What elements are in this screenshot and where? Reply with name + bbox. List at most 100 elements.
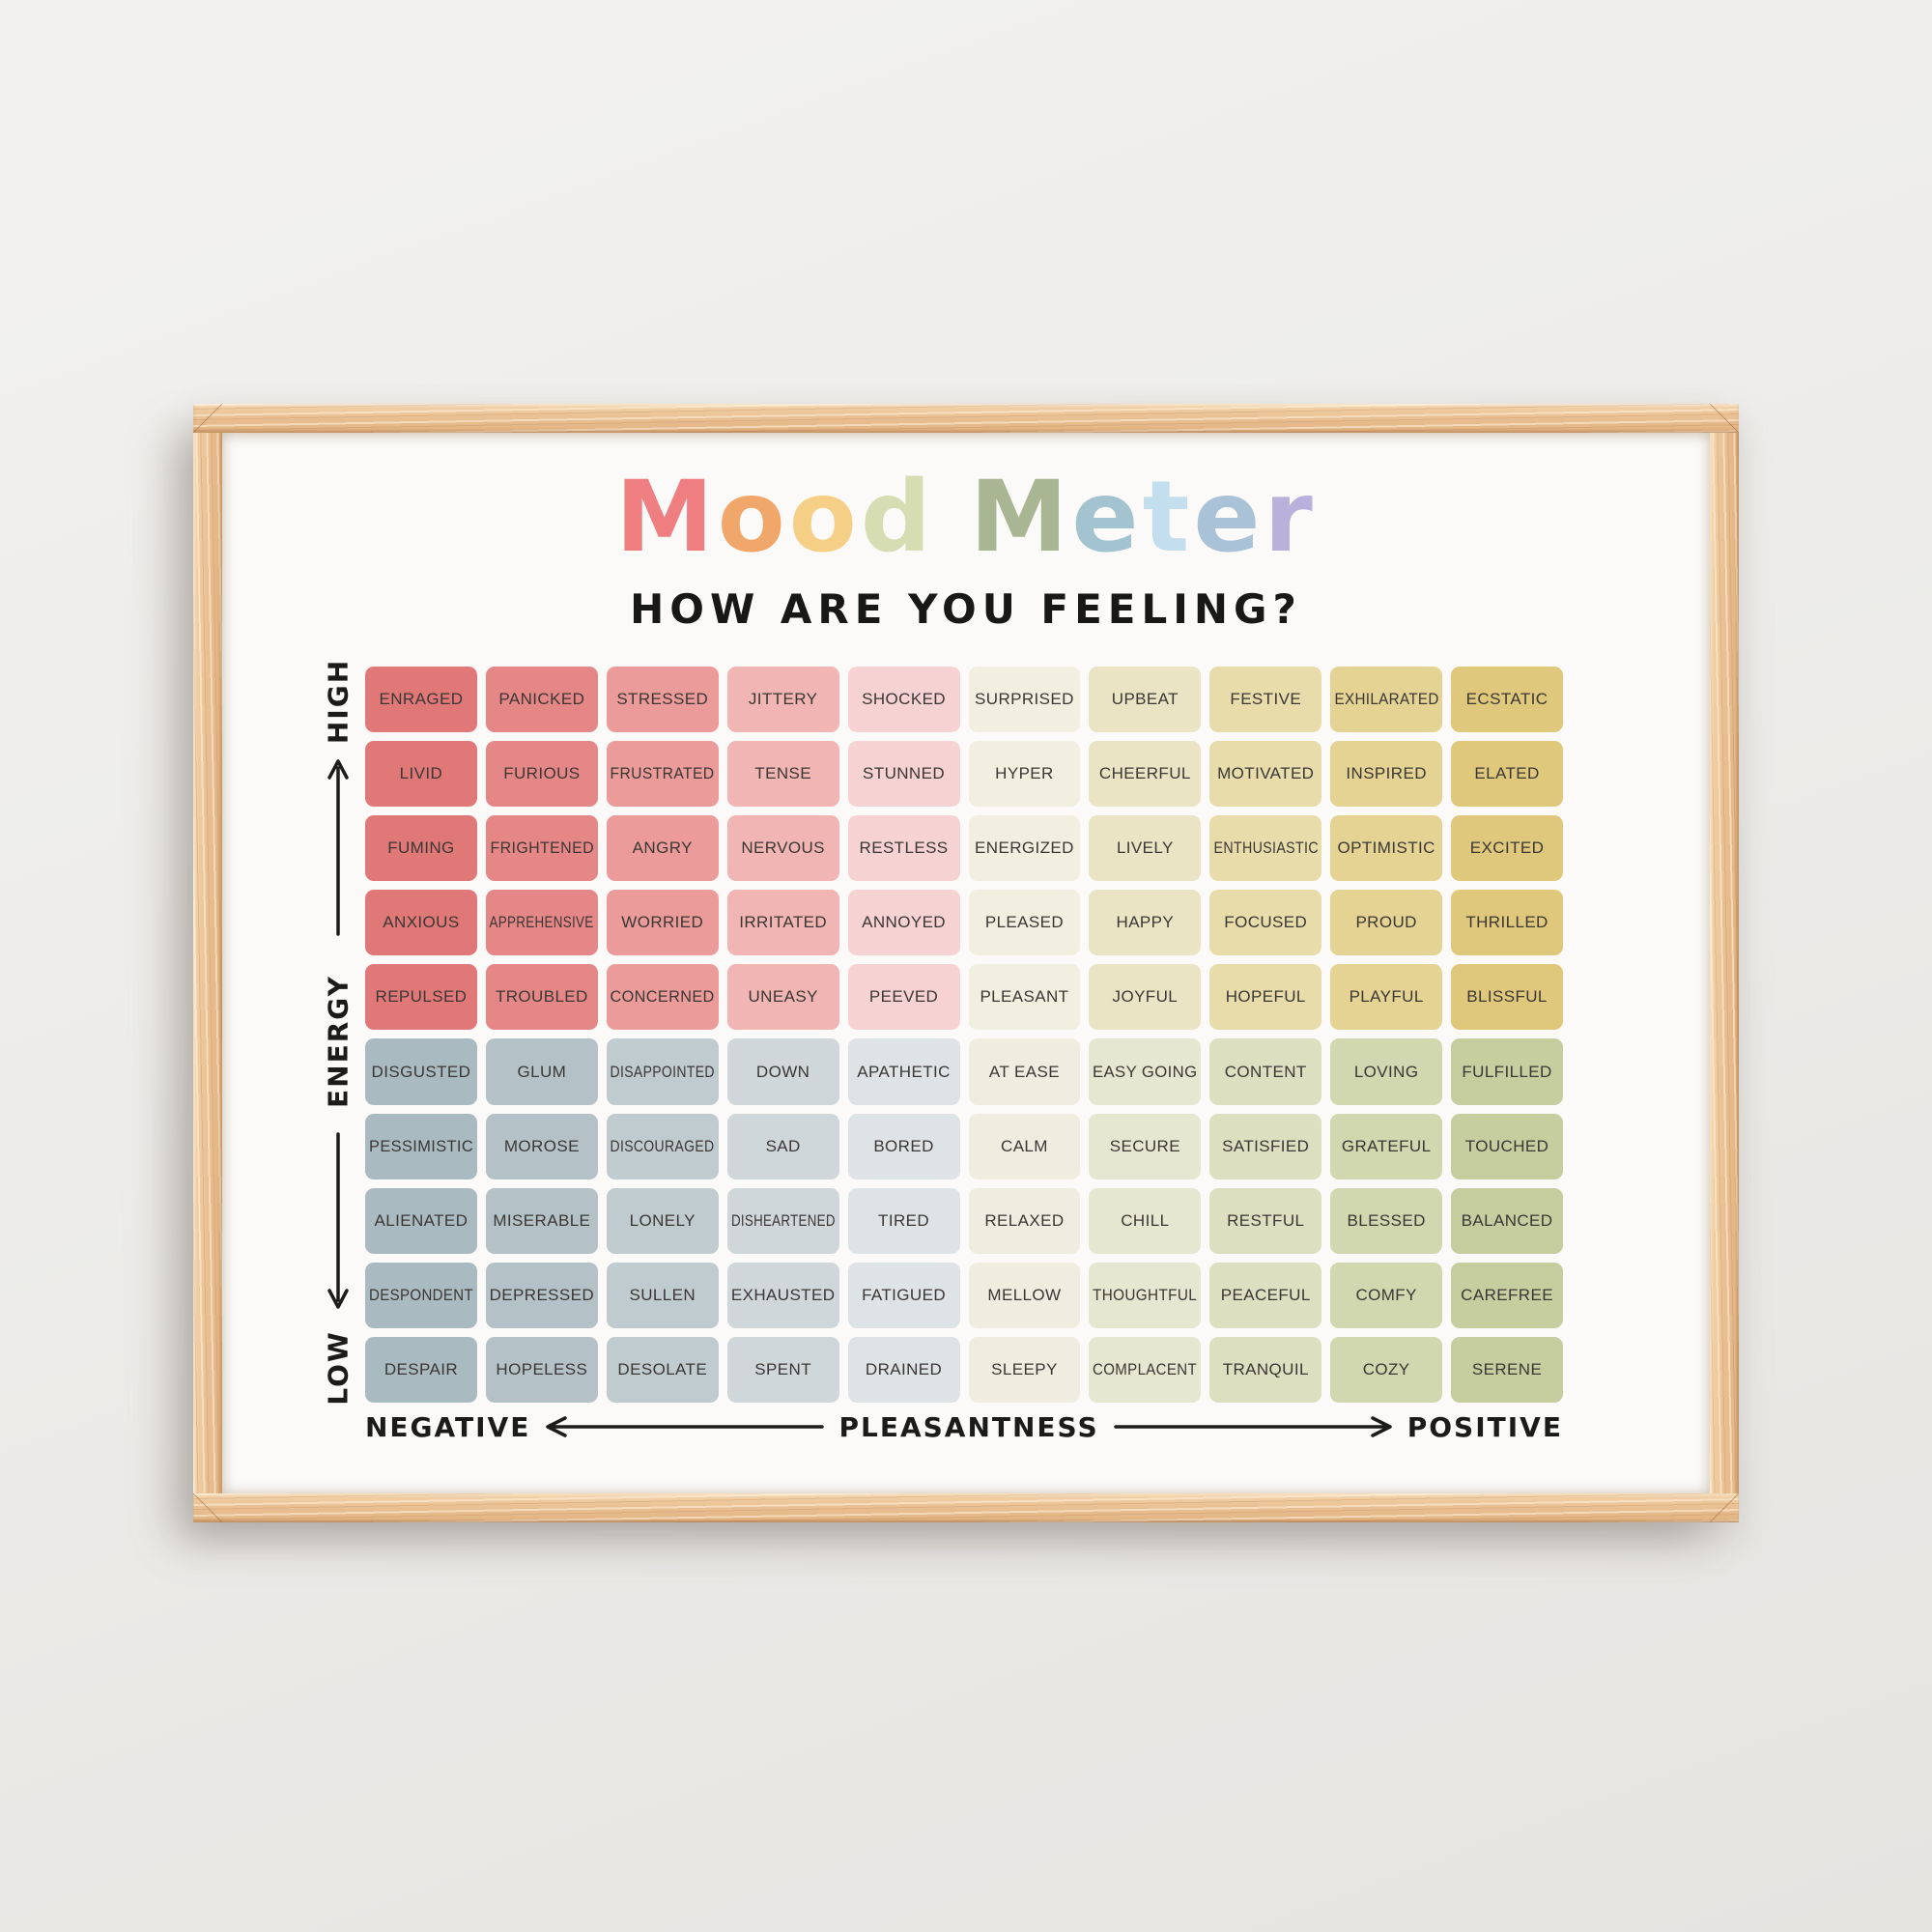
- mood-cell-label: BLESSED: [1347, 1210, 1426, 1230]
- mood-cell-label: SECURE: [1109, 1136, 1180, 1155]
- mood-cell-focused: FOCUSED: [1209, 890, 1322, 956]
- mood-cell-tired: TIRED: [847, 1187, 960, 1254]
- mood-cell-concerned: CONCERNED: [606, 964, 719, 1031]
- mood-cell-label: THOUGHTFUL: [1093, 1285, 1198, 1304]
- mood-cell-label: FUMING: [387, 838, 455, 858]
- mood-cell-label: DESOLATE: [617, 1359, 708, 1378]
- mood-cell-label: ELATED: [1474, 764, 1540, 783]
- mood-cell-label: FRUSTRATED: [610, 764, 715, 783]
- mood-cell-troubled: TROUBLED: [485, 964, 598, 1031]
- mood-cell-label: DISCOURAGED: [610, 1136, 715, 1155]
- mood-cell-despondent: DESPONDENT: [365, 1262, 477, 1328]
- mood-cell-label: PEEVED: [868, 987, 939, 1007]
- mood-cell-stressed: STRESSED: [606, 667, 719, 733]
- mood-cell-proud: PROUD: [1330, 890, 1443, 956]
- mood-cell-label: CAREFREE: [1461, 1285, 1553, 1304]
- mood-cell-motivated: MOTIVATED: [1209, 741, 1322, 808]
- poster-subtitle: HOW ARE YOU FEELING?: [630, 585, 1302, 633]
- mood-cell-inspired: INSPIRED: [1330, 741, 1443, 808]
- mood-cell-label: SULLEN: [629, 1285, 696, 1304]
- mood-cell-label: PLAYFUL: [1349, 987, 1424, 1007]
- mood-cell-label: EXHILARATED: [1334, 690, 1439, 709]
- mood-cell-apathetic: APATHETIC: [847, 1038, 960, 1105]
- mood-cell-label: TENSE: [754, 764, 811, 783]
- mood-cell-lively: LIVELY: [1089, 815, 1202, 882]
- mood-cell-upbeat: UPBEAT: [1089, 667, 1202, 733]
- mood-cell-label: APPREHENSIVE: [489, 913, 594, 932]
- mood-cell-disappointed: DISAPPOINTED: [606, 1038, 719, 1105]
- title-letter: M: [615, 460, 718, 575]
- mood-cell-repulsed: REPULSED: [365, 964, 477, 1031]
- mood-cell-label: ALIENATED: [374, 1210, 469, 1230]
- mood-cell-label: COZY: [1362, 1359, 1410, 1378]
- mood-cell-comfy: COMFY: [1330, 1262, 1443, 1328]
- mood-cell-peaceful: PEACEFUL: [1209, 1262, 1322, 1328]
- mood-cell-label: FURIOUS: [503, 764, 581, 783]
- mood-cell-label: DISAPPOINTED: [610, 1062, 715, 1081]
- mood-cell-label: COMFY: [1355, 1285, 1417, 1304]
- mood-cell-fuming: FUMING: [365, 815, 477, 882]
- mood-cell-label: ENRAGED: [379, 690, 464, 709]
- mood-cell-label: UPBEAT: [1111, 690, 1179, 709]
- mood-cell-label: EXHAUSTED: [730, 1285, 836, 1304]
- mood-cell-label: SERENE: [1471, 1359, 1543, 1378]
- mood-cell-frightened: FRIGHTENED: [485, 815, 598, 882]
- mood-cell-label: ECSTATIC: [1465, 690, 1548, 709]
- mood-cell-playful: PLAYFUL: [1330, 964, 1443, 1031]
- mood-grid: ENRAGED PANICKED STRESSED JITTERY SHOCKED SUR…: [365, 667, 1563, 1403]
- x-axis: NEGATIVE PLEASANTNESS POSITIVE: [365, 1406, 1563, 1447]
- mood-cell-sleepy: SLEEPY: [968, 1336, 1081, 1403]
- mood-cell-label: ANXIOUS: [383, 913, 460, 932]
- mood-cell-exhausted: EXHAUSTED: [726, 1262, 839, 1328]
- mood-cell-label: PEACEFUL: [1220, 1285, 1311, 1304]
- mood-cell-label: CHEERFUL: [1098, 764, 1191, 783]
- mood-cell-label: ENERGIZED: [975, 838, 1074, 858]
- mood-cell-discouraged: DISCOURAGED: [606, 1113, 719, 1179]
- mood-cell-disheartened: DISHEARTENED: [726, 1187, 839, 1254]
- mood-cell-grateful: GRATEFUL: [1330, 1113, 1443, 1179]
- mood-cell-optimistic: OPTIMISTIC: [1330, 815, 1443, 882]
- y-axis-high-label: HIGH: [322, 658, 355, 745]
- mood-cell-lonely: LONELY: [606, 1187, 719, 1254]
- energy-down-arrow-icon: [327, 1132, 349, 1309]
- mood-cell-restful: RESTFUL: [1209, 1187, 1322, 1254]
- mood-cell-sad: SAD: [726, 1113, 839, 1179]
- mood-cell-touched: TOUCHED: [1451, 1113, 1563, 1179]
- poster-title: Mood Meter: [222, 466, 1710, 569]
- mood-cell-label: SURPRISED: [975, 690, 1074, 709]
- mood-cell-blessed: BLESSED: [1330, 1187, 1443, 1254]
- mood-cell-label: DESPAIR: [384, 1359, 459, 1378]
- mood-cell-label: DEPRESSED: [489, 1285, 595, 1304]
- mood-cell-tense: TENSE: [726, 741, 839, 808]
- mood-cell-ecstatic: ECSTATIC: [1451, 667, 1563, 733]
- mood-cell-content: CONTENT: [1209, 1038, 1322, 1105]
- mood-cell-label: MISERABLE: [493, 1210, 591, 1230]
- mood-cell-enthusiastic: ENTHUSIASTIC: [1209, 815, 1322, 882]
- mood-cell-label: EXCITED: [1469, 838, 1545, 858]
- mood-cell-label: APATHETIC: [857, 1062, 951, 1081]
- mood-cell-calm: CALM: [968, 1113, 1081, 1179]
- mood-cell-label: TIRED: [878, 1210, 930, 1230]
- mood-cell-disgusted: DISGUSTED: [365, 1038, 477, 1105]
- mood-cell-label: PLEASANT: [980, 987, 1069, 1007]
- mood-cell-fatigued: FATIGUED: [847, 1262, 960, 1328]
- mood-cell-label: COMPLACENT: [1093, 1359, 1198, 1378]
- mood-cell-tranquil: TRANQUIL: [1209, 1336, 1322, 1403]
- title-letter: M: [969, 460, 1072, 575]
- mood-cell-label: CHILL: [1121, 1210, 1170, 1230]
- mood-cell-label: FULFILLED: [1462, 1062, 1552, 1081]
- mood-cell-label: JOYFUL: [1112, 987, 1179, 1007]
- mood-cell-label: JITTERY: [748, 690, 818, 709]
- mood-cell-depressed: DEPRESSED: [485, 1262, 598, 1328]
- mood-cell-jittery: JITTERY: [726, 667, 839, 733]
- mood-cell-satisfied: SATISFIED: [1209, 1113, 1322, 1179]
- mood-cell-label: RELAXED: [984, 1210, 1065, 1230]
- x-axis-negative-label: NEGATIVE: [365, 1410, 531, 1443]
- mood-cell-label: PLEASED: [984, 913, 1065, 932]
- mood-cell-uneasy: UNEASY: [726, 964, 839, 1031]
- mood-cell-label: TOUCHED: [1464, 1136, 1549, 1155]
- mood-cell-nervous: NERVOUS: [726, 815, 839, 882]
- mood-cell-excited: EXCITED: [1451, 815, 1563, 882]
- mood-cell-secure: SECURE: [1089, 1113, 1202, 1179]
- pleasantness-left-arrow-icon: [546, 1416, 825, 1437]
